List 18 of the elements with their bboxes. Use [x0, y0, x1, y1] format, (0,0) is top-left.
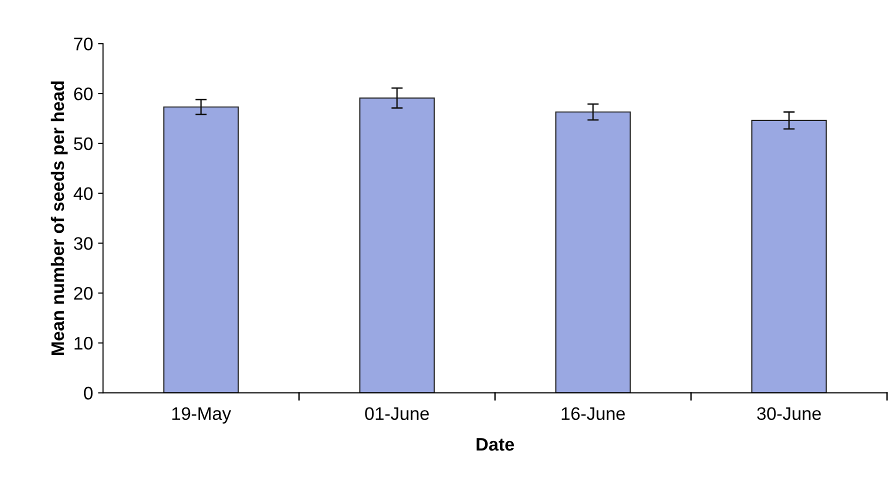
x-tick-label: 30-June — [757, 407, 821, 420]
x-tick-label: 19-May — [172, 407, 232, 424]
y-axis-title: Mean number of seeds per head — [50, 81, 68, 355]
bar — [555, 111, 631, 393]
bar — [359, 97, 435, 393]
x-tick-label: 01-June — [365, 407, 429, 420]
y-tick-label: 30 — [74, 237, 93, 250]
y-tick-label: 50 — [74, 137, 93, 150]
x-axis-title: Date — [476, 438, 514, 451]
y-tick-label: 20 — [74, 287, 93, 300]
y-tick-label: 40 — [74, 187, 93, 200]
y-tick-label: 10 — [74, 336, 93, 350]
x-tick-label: 16-June — [562, 407, 625, 420]
bar — [163, 106, 239, 393]
y-tick-label: 60 — [74, 87, 93, 100]
y-tick-label: 0 — [84, 386, 93, 400]
bar — [751, 120, 827, 393]
y-tick-label: 70 — [74, 38, 93, 50]
